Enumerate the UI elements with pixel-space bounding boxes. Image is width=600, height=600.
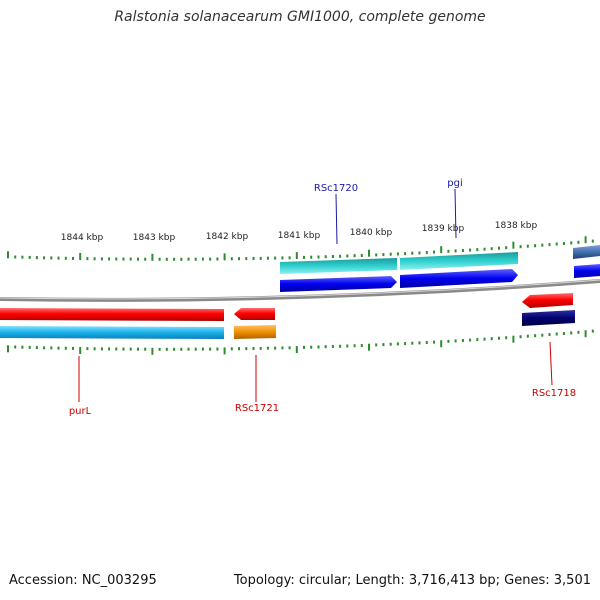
scale-label-1840: 1840 kbp bbox=[350, 228, 393, 238]
scale-label-1844: 1844 kbp bbox=[61, 233, 104, 243]
gene-label-rsc1720[interactable]: RSc1720 bbox=[314, 183, 358, 194]
scale-label-1838: 1838 kbp bbox=[495, 221, 538, 231]
gene-label-purl[interactable]: purL bbox=[69, 406, 92, 417]
gene-label-rsc1718[interactable]: RSc1718 bbox=[532, 388, 576, 399]
gene-label-rsc1721[interactable]: RSc1721 bbox=[235, 403, 279, 414]
scale-ticks-upper bbox=[7, 236, 594, 261]
genome-backbone-highlight bbox=[0, 279, 600, 300]
cds-feature-rsc1720[interactable] bbox=[280, 276, 397, 292]
scale-label-1843: 1843 kbp bbox=[133, 233, 176, 243]
leader-line-pgi bbox=[454, 188, 457, 239]
scale-label-1839: 1839 kbp bbox=[422, 224, 465, 234]
genome-backbone bbox=[0, 279, 600, 302]
genome-summary-text: Topology: circular; Length: 3,716,413 bp… bbox=[233, 573, 591, 588]
cds-feature-pgi[interactable] bbox=[400, 269, 518, 288]
gene-feature-purl[interactable] bbox=[0, 326, 224, 339]
cds-feature-rsc1721[interactable] bbox=[234, 308, 275, 320]
cds-feature-edge[interactable] bbox=[574, 264, 600, 278]
gene-feature-pgi[interactable] bbox=[400, 252, 518, 270]
accession-text: Accession: NC_003295 bbox=[9, 573, 157, 588]
cds-feature-purl[interactable] bbox=[0, 308, 224, 321]
gene-feature-edge[interactable] bbox=[573, 245, 600, 259]
map-title: Ralstonia solanacearum GMI1000, complete… bbox=[114, 9, 486, 25]
leader-line-rsc1720 bbox=[335, 193, 338, 245]
gene-feature-rsc1721[interactable] bbox=[234, 325, 276, 339]
scale-label-1841: 1841 kbp bbox=[278, 231, 321, 241]
gene-label-pgi[interactable]: pgi bbox=[447, 178, 462, 189]
leader-line-rsc1718 bbox=[549, 341, 553, 386]
gene-feature-rsc1718[interactable] bbox=[522, 310, 575, 326]
cds-feature-rsc1718[interactable] bbox=[522, 293, 573, 308]
gene-feature-rsc1720[interactable] bbox=[280, 258, 397, 274]
scale-ticks-lower bbox=[7, 329, 594, 355]
scale-label-1842: 1842 kbp bbox=[206, 232, 249, 242]
